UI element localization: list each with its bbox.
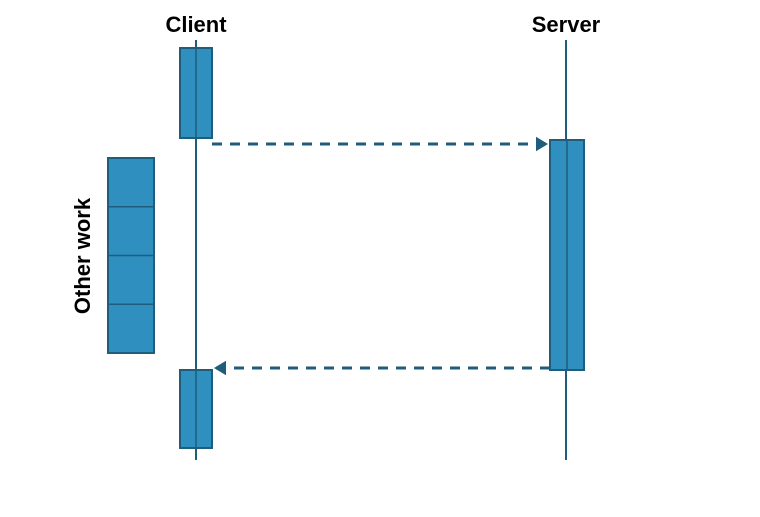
other-work-label: Other work	[70, 197, 95, 314]
server-title: Server	[532, 12, 601, 37]
client-title: Client	[165, 12, 227, 37]
